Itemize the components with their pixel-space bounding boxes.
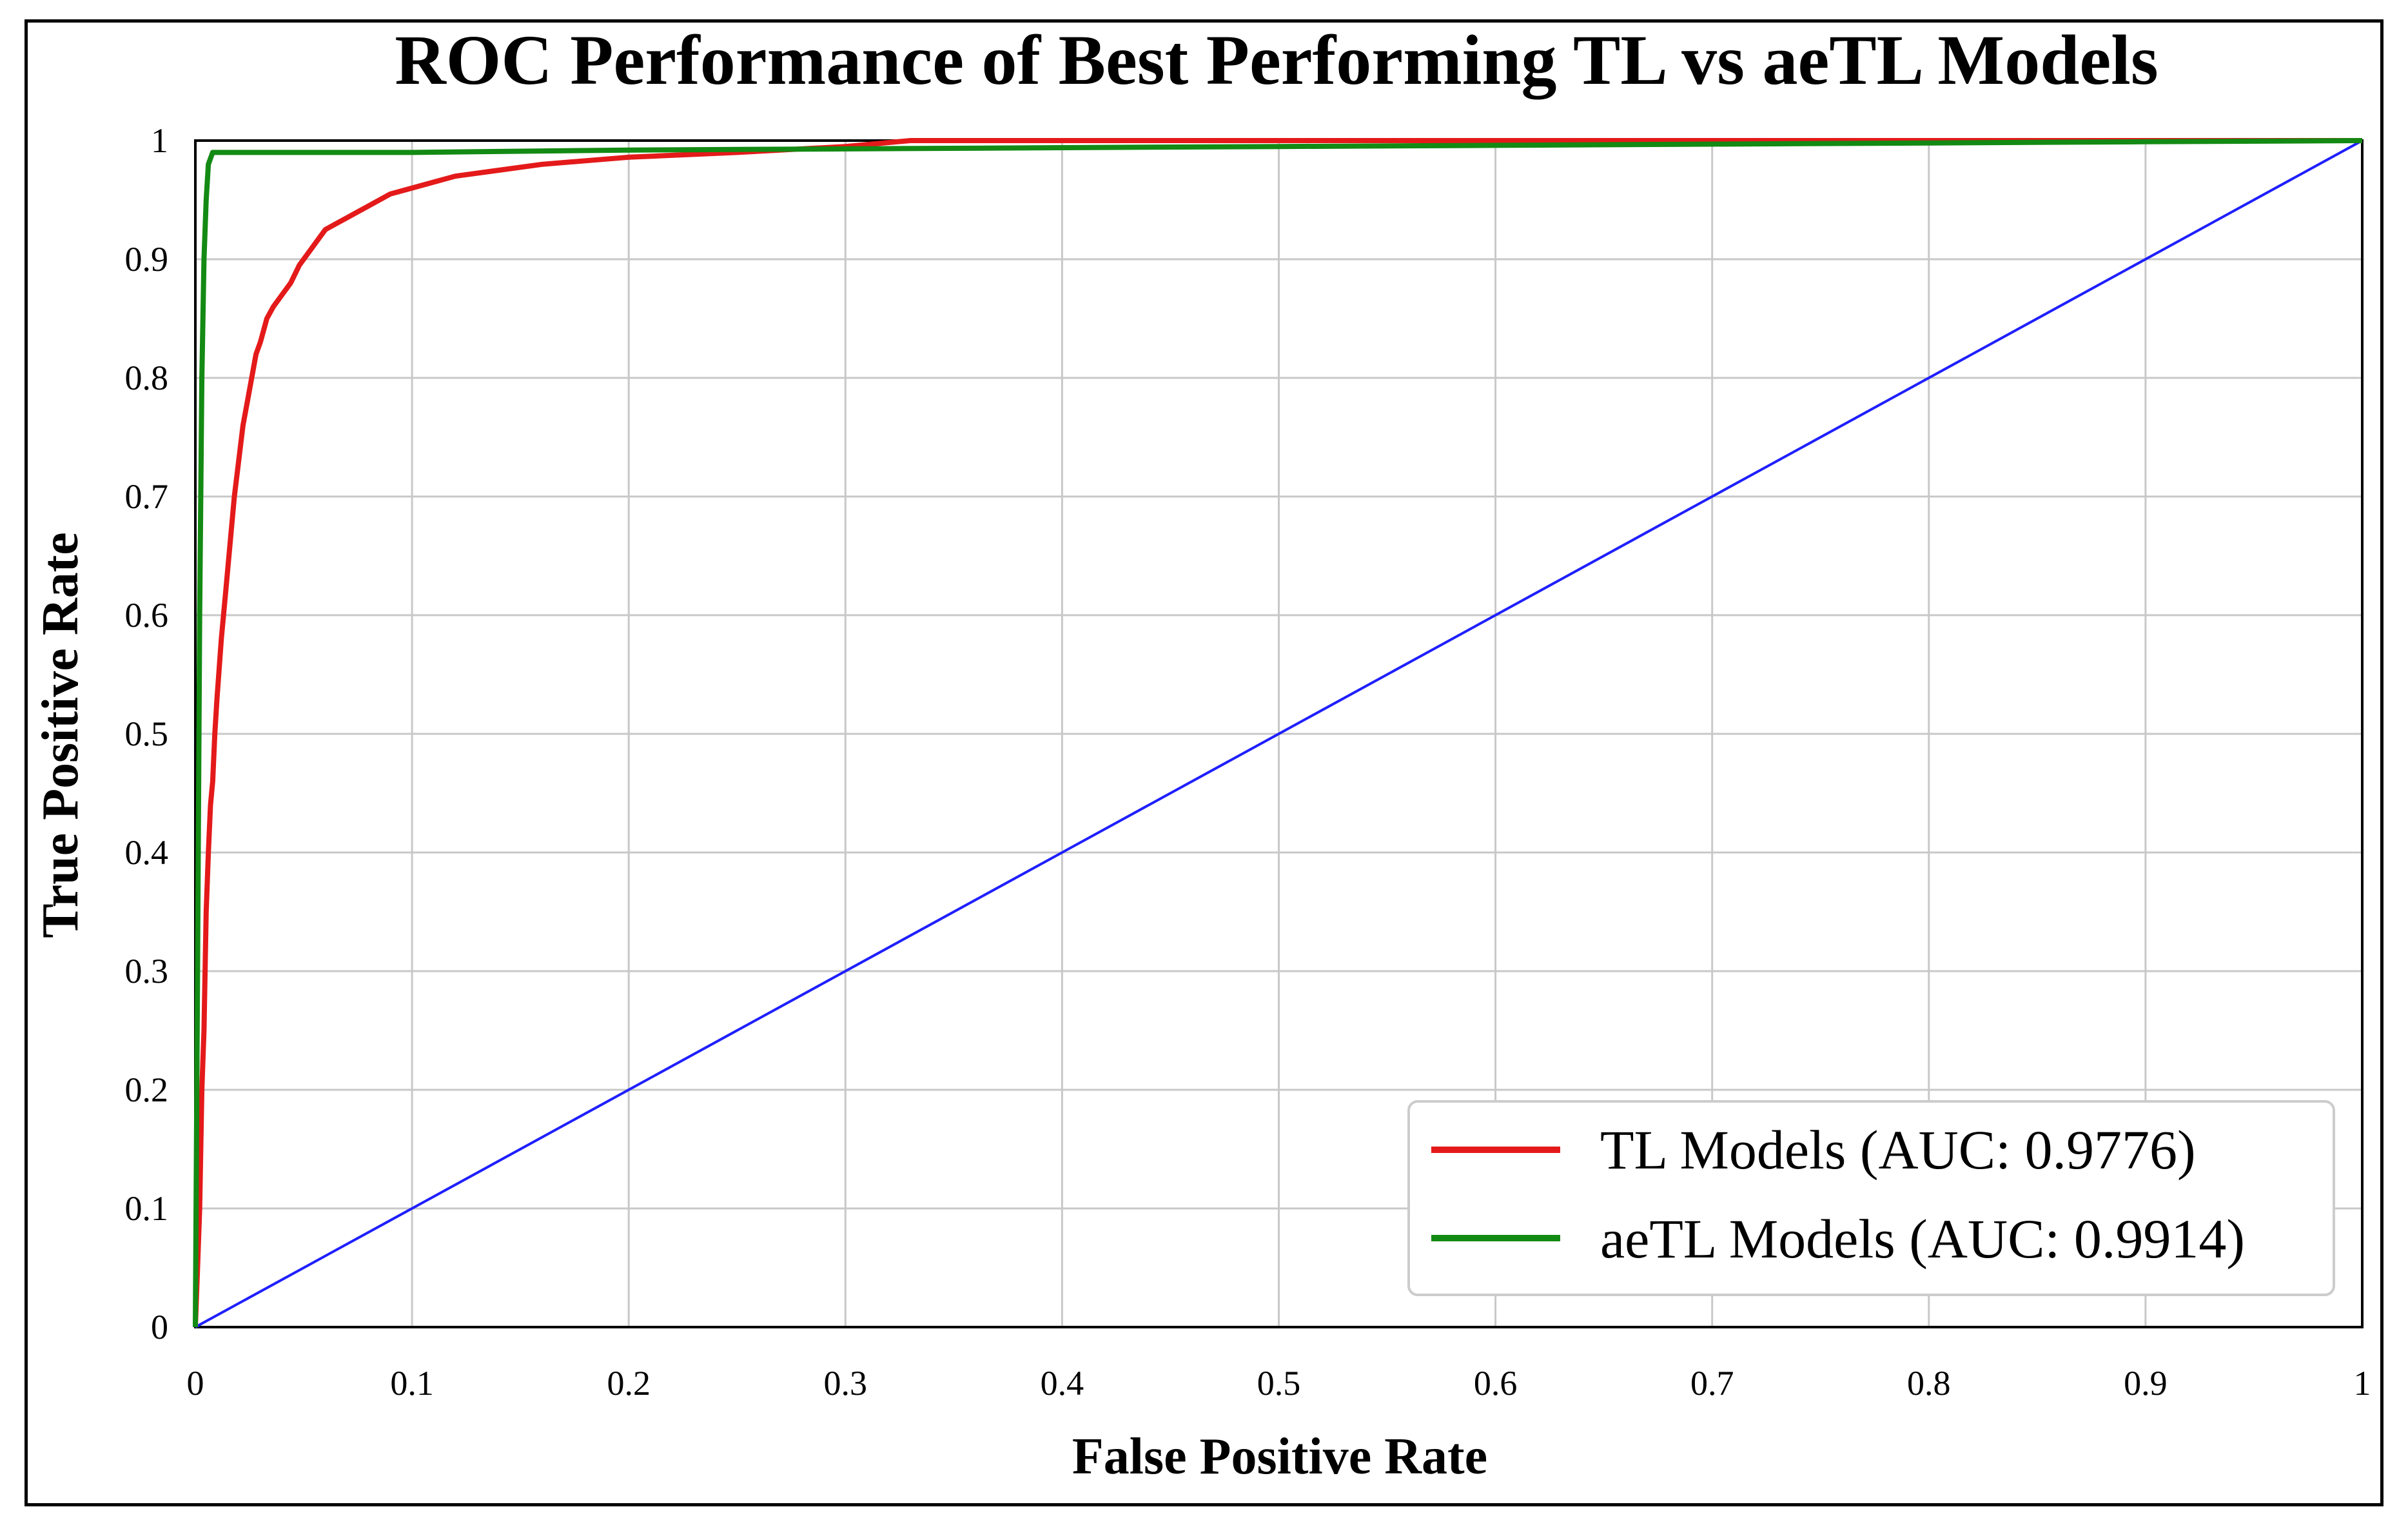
x-axis-label: False Positive Rate	[1072, 1428, 1487, 1485]
x-tick-label: 0.5	[1257, 1364, 1301, 1403]
y-tick-label: 0.6	[125, 596, 169, 635]
y-tick-label: 0.9	[125, 240, 169, 279]
y-tick-label: 0.4	[125, 833, 169, 872]
series-line-chance	[195, 139, 2363, 1328]
x-tick-label: 0.7	[1690, 1364, 1734, 1403]
x-tick-label: 0.2	[607, 1364, 651, 1403]
x-tick-label: 0.6	[1474, 1364, 1518, 1403]
x-tick-label: 0.1	[390, 1364, 434, 1403]
legend: TL Models (AUC: 0.9776) aeTL Models (AUC…	[1407, 1100, 2335, 1296]
y-axis-label: True Positive Rate	[32, 532, 89, 938]
chart-title: ROC Performance of Best Performing TL vs…	[395, 21, 2158, 99]
legend-box	[1407, 1100, 2335, 1296]
y-tick-labels: 0 0.1 0.2 0.3 0.4 0.5 0.6 0.7 0.8 0.9 1	[125, 121, 169, 1346]
x-tick-labels: 0 0.1 0.2 0.3 0.4 0.5 0.6 0.7 0.8 0.9 1	[187, 1364, 2371, 1403]
y-tick-label: 0.1	[125, 1189, 169, 1228]
series-layer	[193, 138, 2363, 1328]
y-tick-label: 0.8	[125, 359, 169, 397]
x-tick-label: 0.8	[1907, 1364, 1951, 1403]
x-tick-label: 0.9	[2124, 1364, 2168, 1403]
series-line-aetl	[193, 138, 2363, 1328]
y-tick-label: 0.2	[125, 1070, 169, 1109]
legend-label-aetl: aeTL Models (AUC: 0.9914)	[1600, 1208, 2245, 1270]
x-tick-label: 0	[187, 1364, 204, 1403]
y-tick-label: 1	[151, 121, 168, 160]
y-tick-label: 0	[151, 1308, 168, 1346]
x-tick-label: 0.3	[824, 1364, 868, 1403]
legend-label-tl: TL Models (AUC: 0.9776)	[1600, 1119, 2196, 1181]
x-tick-label: 1	[2354, 1364, 2371, 1403]
y-tick-label: 0.7	[125, 477, 169, 516]
y-tick-label: 0.3	[125, 952, 169, 990]
y-tick-label: 0.5	[125, 714, 169, 753]
x-tick-label: 0.4	[1041, 1364, 1084, 1403]
